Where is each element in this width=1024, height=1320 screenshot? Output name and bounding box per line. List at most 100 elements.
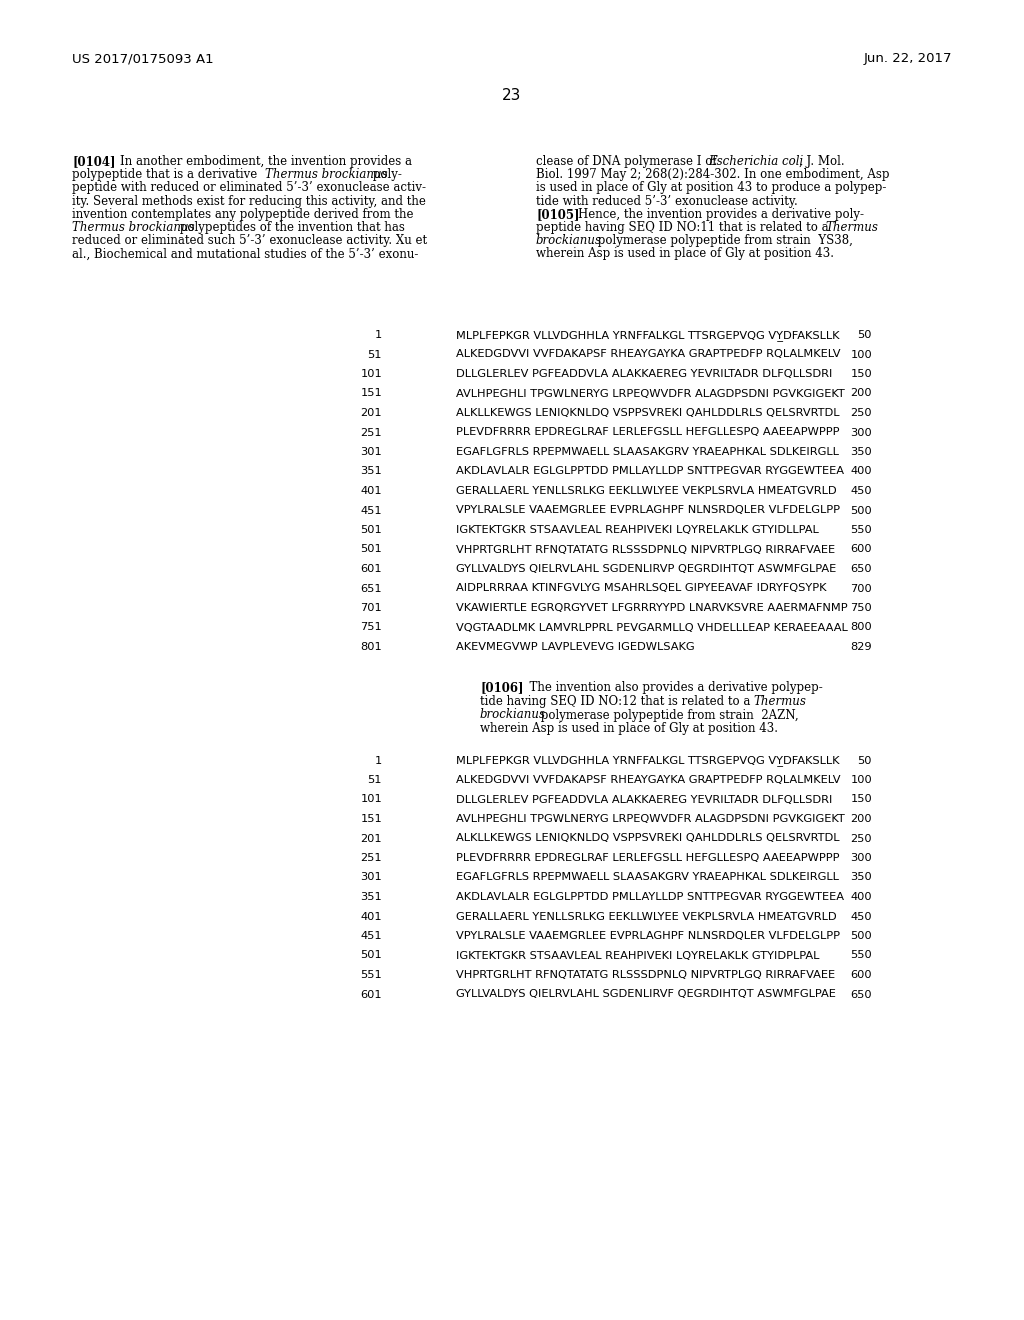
Text: 200: 200 <box>850 814 872 824</box>
Text: ity. Several methods exist for reducing this activity, and the: ity. Several methods exist for reducing … <box>72 194 426 207</box>
Text: 650: 650 <box>850 990 872 999</box>
Text: Biol. 1997 May 2; 268(2):284-302. In one embodiment, Asp: Biol. 1997 May 2; 268(2):284-302. In one… <box>536 168 890 181</box>
Text: 450: 450 <box>850 486 872 496</box>
Text: 50: 50 <box>857 755 872 766</box>
Text: tide with reduced 5’-3’ exonuclease activity.: tide with reduced 5’-3’ exonuclease acti… <box>536 194 798 207</box>
Text: 501: 501 <box>360 544 382 554</box>
Text: brockianus: brockianus <box>536 234 602 247</box>
Text: VHPRTGRLHT RFNQTATATG RLSSSDPNLQ NIPVRTPLGQ RIRRAFVAEE: VHPRTGRLHT RFNQTATATG RLSSSDPNLQ NIPVRTP… <box>456 544 836 554</box>
Text: AVLHPEGHLI TPGWLNERYG LRPEQWVDFR ALAGDPSDNI PGVKGIGEKT: AVLHPEGHLI TPGWLNERYG LRPEQWVDFR ALAGDPS… <box>456 814 845 824</box>
Text: US 2017/0175093 A1: US 2017/0175093 A1 <box>72 51 214 65</box>
Text: VHPRTGRLHT RFNQTATATG RLSSSDPNLQ NIPVRTPLGQ RIRRAFVAEE: VHPRTGRLHT RFNQTATATG RLSSSDPNLQ NIPVRTP… <box>456 970 836 979</box>
Text: 300: 300 <box>850 853 872 863</box>
Text: AVLHPEGHLI TPGWLNERYG LRPEQWVDFR ALAGDPSDNI PGVKGIGEKT: AVLHPEGHLI TPGWLNERYG LRPEQWVDFR ALAGDPS… <box>456 388 845 399</box>
Text: 100: 100 <box>850 350 872 359</box>
Text: 800: 800 <box>850 623 872 632</box>
Text: 201: 201 <box>360 408 382 418</box>
Text: 301: 301 <box>360 873 382 883</box>
Text: 700: 700 <box>850 583 872 594</box>
Text: AKEVMEGVWP LAVPLEVEVG IGEDWLSAKG: AKEVMEGVWP LAVPLEVEVG IGEDWLSAKG <box>456 642 694 652</box>
Text: 200: 200 <box>850 388 872 399</box>
Text: 400: 400 <box>850 892 872 902</box>
Text: 600: 600 <box>850 970 872 979</box>
Text: 450: 450 <box>850 912 872 921</box>
Text: 500: 500 <box>850 931 872 941</box>
Text: DLLGLERLEV PGFEADDVLA ALAKKAEREG YEVRILTADR DLFQLLSDRI: DLLGLERLEV PGFEADDVLA ALAKKAEREG YEVRILT… <box>456 795 833 804</box>
Text: 451: 451 <box>360 506 382 516</box>
Text: Thermus: Thermus <box>825 220 878 234</box>
Text: 651: 651 <box>360 583 382 594</box>
Text: 251: 251 <box>360 853 382 863</box>
Text: Jun. 22, 2017: Jun. 22, 2017 <box>863 51 952 65</box>
Text: 300: 300 <box>850 428 872 437</box>
Text: tide having SEQ ID NO:12 that is related to a: tide having SEQ ID NO:12 that is related… <box>480 696 754 708</box>
Text: PLEVDFRRRR EPDREGLRAF LERLEFGSLL HEFGLLESPQ AAEEAPWPPP: PLEVDFRRRR EPDREGLRAF LERLEFGSLL HEFGLLE… <box>456 853 840 863</box>
Text: [0106]: [0106] <box>480 681 523 694</box>
Text: 550: 550 <box>850 950 872 961</box>
Text: AKDLAVLALR EGLGLPPTDD PMLLAYLLDP SNTTPEGVAR RYGGEWTEEA: AKDLAVLALR EGLGLPPTDD PMLLAYLLDP SNTTPEG… <box>456 466 844 477</box>
Text: VPYLRALSLE VAAEMGRLEE EVPRLAGHPF NLNSRDQLER VLFDELGLPP: VPYLRALSLE VAAEMGRLEE EVPRLAGHPF NLNSRDQ… <box>456 506 840 516</box>
Text: 1: 1 <box>375 330 382 341</box>
Text: 51: 51 <box>368 350 382 359</box>
Text: 550: 550 <box>850 525 872 535</box>
Text: 501: 501 <box>360 950 382 961</box>
Text: 101: 101 <box>360 795 382 804</box>
Text: 801: 801 <box>360 642 382 652</box>
Text: polypeptides of the invention that has: polypeptides of the invention that has <box>176 220 404 234</box>
Text: peptide with reduced or eliminated 5’-3’ exonuclease activ-: peptide with reduced or eliminated 5’-3’… <box>72 181 426 194</box>
Text: Escherichia coli: Escherichia coli <box>708 154 803 168</box>
Text: ALKEDGDVVI VVFDAKAPSF RHEAYGAYKA GRAPTPEDFP RQLALMKELV: ALKEDGDVVI VVFDAKAPSF RHEAYGAYKA GRAPTPE… <box>456 775 841 785</box>
Text: GERALLAERL YENLLSRLKG EEKLLWLYEE VEKPLSRVLA HMEATGVRLD: GERALLAERL YENLLSRLKG EEKLLWLYEE VEKPLSR… <box>456 486 837 496</box>
Text: 500: 500 <box>850 506 872 516</box>
Text: ALKEDGDVVI VVFDAKAPSF RHEAYGAYKA GRAPTPEDFP RQLALMKELV: ALKEDGDVVI VVFDAKAPSF RHEAYGAYKA GRAPTPE… <box>456 350 841 359</box>
Text: In another embodiment, the invention provides a: In another embodiment, the invention pro… <box>120 154 412 168</box>
Text: Thermus brockianus: Thermus brockianus <box>72 220 195 234</box>
Text: , J. Mol.: , J. Mol. <box>799 154 845 168</box>
Text: EGAFLGFRLS RPEPMWAELL SLAASAKGRV YRAEAPHKAL SDLKEIRGLL: EGAFLGFRLS RPEPMWAELL SLAASAKGRV YRAEAPH… <box>456 447 839 457</box>
Text: GERALLAERL YENLLSRLKG EEKLLWLYEE VEKPLSRVLA HMEATGVRLD: GERALLAERL YENLLSRLKG EEKLLWLYEE VEKPLSR… <box>456 912 837 921</box>
Text: 51: 51 <box>368 775 382 785</box>
Text: VQGTAADLMK LAMVRLPPRL PEVGARMLLQ VHDELLLEAP KERAEEAAAL: VQGTAADLMK LAMVRLPPRL PEVGARMLLQ VHDELLL… <box>456 623 848 632</box>
Text: VPYLRALSLE VAAEMGRLEE EVPRLAGHPF NLNSRDQLER VLFDELGLPP: VPYLRALSLE VAAEMGRLEE EVPRLAGHPF NLNSRDQ… <box>456 931 840 941</box>
Text: poly-: poly- <box>369 168 401 181</box>
Text: 351: 351 <box>360 892 382 902</box>
Text: polymerase polypeptide from strain  2AZN,: polymerase polypeptide from strain 2AZN, <box>537 709 799 722</box>
Text: polymerase polypeptide from strain  YS38,: polymerase polypeptide from strain YS38, <box>594 234 853 247</box>
Text: 400: 400 <box>850 466 872 477</box>
Text: reduced or eliminated such 5’-3’ exonuclease activity. Xu et: reduced or eliminated such 5’-3’ exonucl… <box>72 234 427 247</box>
Text: [0104]: [0104] <box>72 154 116 168</box>
Text: 650: 650 <box>850 564 872 574</box>
Text: peptide having SEQ ID NO:11 that is related to a: peptide having SEQ ID NO:11 that is rela… <box>536 220 833 234</box>
Text: AKDLAVLALR EGLGLPPTDD PMLLAYLLDP SNTTPEGVAR RYGGEWTEEA: AKDLAVLALR EGLGLPPTDD PMLLAYLLDP SNTTPEG… <box>456 892 844 902</box>
Text: MLPLFEPKGR VLLVDGHHLA YRNFFALKGL TTSRGEPVQG VY̲DFAKSLLK: MLPLFEPKGR VLLVDGHHLA YRNFFALKGL TTSRGEP… <box>456 330 840 341</box>
Text: AIDPLRRRAA KTINFGVLYG MSAHRLSQEL GIPYEEAVAF IDRYFQSYPK: AIDPLRRRAA KTINFGVLYG MSAHRLSQEL GIPYEEA… <box>456 583 826 594</box>
Text: Hence, the invention provides a derivative poly-: Hence, the invention provides a derivati… <box>578 207 864 220</box>
Text: 601: 601 <box>360 990 382 999</box>
Text: 23: 23 <box>503 88 521 103</box>
Text: Thermus brockianus: Thermus brockianus <box>265 168 388 181</box>
Text: 301: 301 <box>360 447 382 457</box>
Text: 451: 451 <box>360 931 382 941</box>
Text: [0105]: [0105] <box>536 207 580 220</box>
Text: 50: 50 <box>857 330 872 341</box>
Text: 601: 601 <box>360 564 382 574</box>
Text: 401: 401 <box>360 912 382 921</box>
Text: 151: 151 <box>360 388 382 399</box>
Text: The invention also provides a derivative polypep-: The invention also provides a derivative… <box>522 681 822 694</box>
Text: is used in place of Gly at position 43 to produce a polypep-: is used in place of Gly at position 43 t… <box>536 181 887 194</box>
Text: 150: 150 <box>850 795 872 804</box>
Text: MLPLFEPKGR VLLVDGHHLA YRNFFALKGL TTSRGEPVQG VY̲DFAKSLLK: MLPLFEPKGR VLLVDGHHLA YRNFFALKGL TTSRGEP… <box>456 755 840 767</box>
Text: ALKLLKEWGS LENIQKNLDQ VSPPSVREKI QAHLDDLRLS QELSRVRTDL: ALKLLKEWGS LENIQKNLDQ VSPPSVREKI QAHLDDL… <box>456 408 840 418</box>
Text: Thermus: Thermus <box>753 696 806 708</box>
Text: 250: 250 <box>850 833 872 843</box>
Text: EGAFLGFRLS RPEPMWAELL SLAASAKGRV YRAEAPHKAL SDLKEIRGLL: EGAFLGFRLS RPEPMWAELL SLAASAKGRV YRAEAPH… <box>456 873 839 883</box>
Text: 501: 501 <box>360 525 382 535</box>
Text: 251: 251 <box>360 428 382 437</box>
Text: GYLLVALDYS QIELRVLAHL SGDENLIRVP QEGRDIHTQT ASWMFGLPAE: GYLLVALDYS QIELRVLAHL SGDENLIRVP QEGRDIH… <box>456 564 837 574</box>
Text: 829: 829 <box>850 642 872 652</box>
Text: 201: 201 <box>360 833 382 843</box>
Text: 151: 151 <box>360 814 382 824</box>
Text: 250: 250 <box>850 408 872 418</box>
Text: wherein Asp is used in place of Gly at position 43.: wherein Asp is used in place of Gly at p… <box>536 247 834 260</box>
Text: 350: 350 <box>850 447 872 457</box>
